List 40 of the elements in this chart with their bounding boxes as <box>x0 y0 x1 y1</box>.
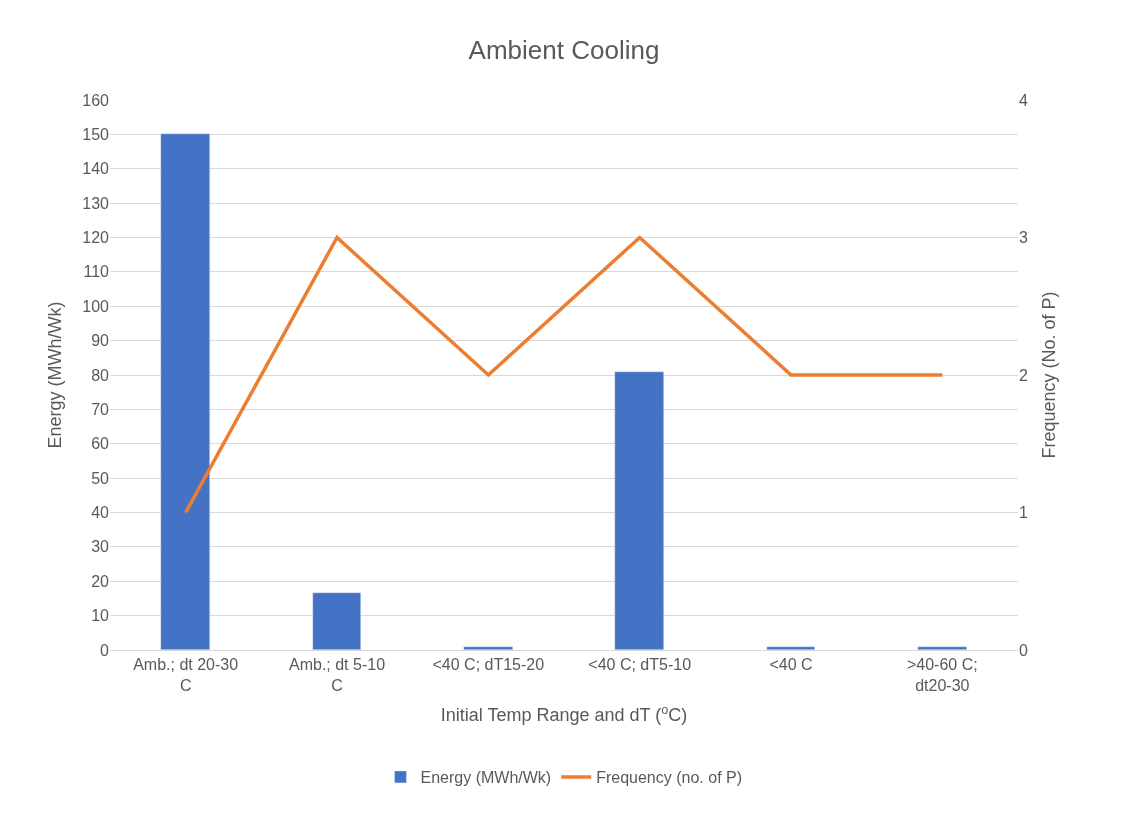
bar <box>766 646 815 650</box>
x-tick-label: Amb.; dt 20-30 C <box>133 656 239 694</box>
y-tick-label: 90 <box>91 332 110 350</box>
bar <box>160 133 210 650</box>
y-tick-label: 140 <box>82 160 110 178</box>
bar <box>312 592 361 650</box>
bar <box>463 646 513 650</box>
y-tick-label: 130 <box>82 194 110 212</box>
y2-axis-title: Frequency (No. of P) <box>1039 291 1060 459</box>
y-axis-title: Energy (MWh/Wk) <box>45 301 66 449</box>
y-tick-label: 30 <box>91 538 110 556</box>
y2-tick-label: 3 <box>1019 229 1028 247</box>
y-tick-label: 70 <box>91 400 110 418</box>
y2-tick-label: 4 <box>1019 91 1028 109</box>
y-tick-label: 100 <box>82 297 110 315</box>
y-tick-label: 120 <box>82 229 110 247</box>
y-tick-label: 0 <box>100 641 110 659</box>
legend-label: Frequency (no. of P) <box>596 769 743 787</box>
y-tick-label: 60 <box>91 435 110 453</box>
bar <box>917 646 967 650</box>
y-tick-label: 40 <box>91 504 110 522</box>
y-tick-label: 150 <box>82 125 110 143</box>
y2-tick-label: 2 <box>1019 366 1028 384</box>
bar <box>614 371 664 650</box>
legend-label: Energy (MWh/Wk) <box>420 769 552 787</box>
x-axis-title: Initial Temp Range and dT ($^{o}$C) <box>440 702 688 726</box>
x-tick-label: Amb.; dt 5-10 C <box>288 656 386 694</box>
y2-tick-label: 1 <box>1019 504 1028 522</box>
y-tick-label: 110 <box>83 263 110 281</box>
y-tick-label: 160 <box>82 91 110 109</box>
y2-tick-label: 0 <box>1019 641 1028 659</box>
y-tick-label: 80 <box>91 366 110 384</box>
x-tick-label: <40 C <box>769 656 813 674</box>
x-tick-label: >40-60 C; dt20-30 <box>906 656 978 694</box>
x-tick-label: <40 C; dT15-20 <box>432 656 545 674</box>
chart-title: Ambient Cooling <box>468 35 660 66</box>
y-tick-label: 50 <box>91 469 110 487</box>
y-tick-label: 20 <box>91 572 110 590</box>
y-tick-label: 10 <box>91 607 110 625</box>
x-tick-label: <40 C; dT5-10 <box>588 656 692 674</box>
